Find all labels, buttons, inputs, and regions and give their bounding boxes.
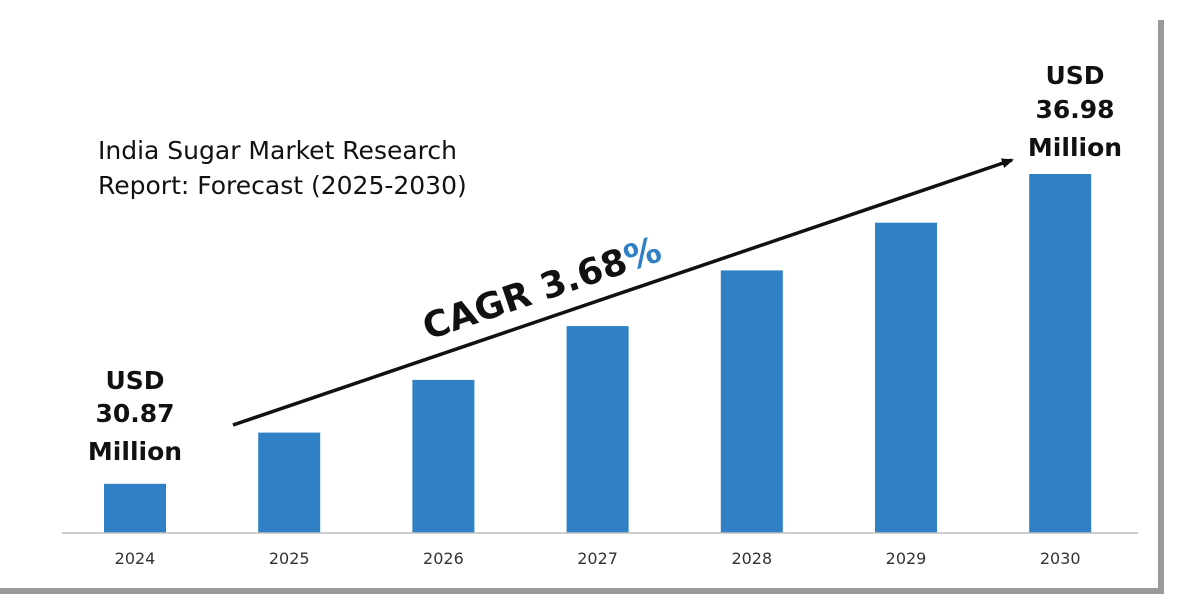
frame-shadow-right: [1158, 20, 1164, 594]
chart-title-line-2: Report: Forecast (2025-2030): [98, 171, 467, 200]
chart-title-line-1: India Sugar Market Research: [98, 136, 457, 165]
end-callout-line-2: 36.98: [1035, 95, 1114, 124]
start-callout-line-1: USD: [105, 366, 164, 395]
bar-2025: [258, 432, 321, 533]
bar-2029: [875, 222, 937, 533]
x-tick-2024: 2024: [115, 549, 156, 568]
bar-2026: [412, 379, 475, 533]
x-tick-2029: 2029: [886, 549, 927, 568]
start-callout-line-3: Million: [88, 437, 182, 466]
start-value-callout: USD 30.87 Million: [88, 366, 182, 466]
x-tick-2026: 2026: [423, 549, 464, 568]
x-tick-2027: 2027: [577, 549, 618, 568]
bar-2027: [566, 326, 629, 533]
bar-2030: [1029, 174, 1092, 533]
end-callout-line-1: USD: [1045, 61, 1104, 90]
x-tick-2025: 2025: [269, 549, 310, 568]
frame-shadow-bottom: [0, 588, 1164, 594]
growth-arrow: [232, 158, 1014, 427]
x-axis-ticks: 2024 2025 2026 2027 2028 2029 2030: [115, 549, 1081, 568]
bar-2024: [104, 483, 166, 533]
x-tick-2030: 2030: [1040, 549, 1081, 568]
bar-series: [104, 174, 1092, 533]
x-tick-2028: 2028: [731, 549, 772, 568]
start-callout-line-2: 30.87: [95, 399, 174, 428]
bar-2028: [720, 270, 783, 533]
end-callout-line-3: Million: [1028, 133, 1122, 162]
end-value-callout: USD 36.98 Million: [1028, 61, 1122, 162]
